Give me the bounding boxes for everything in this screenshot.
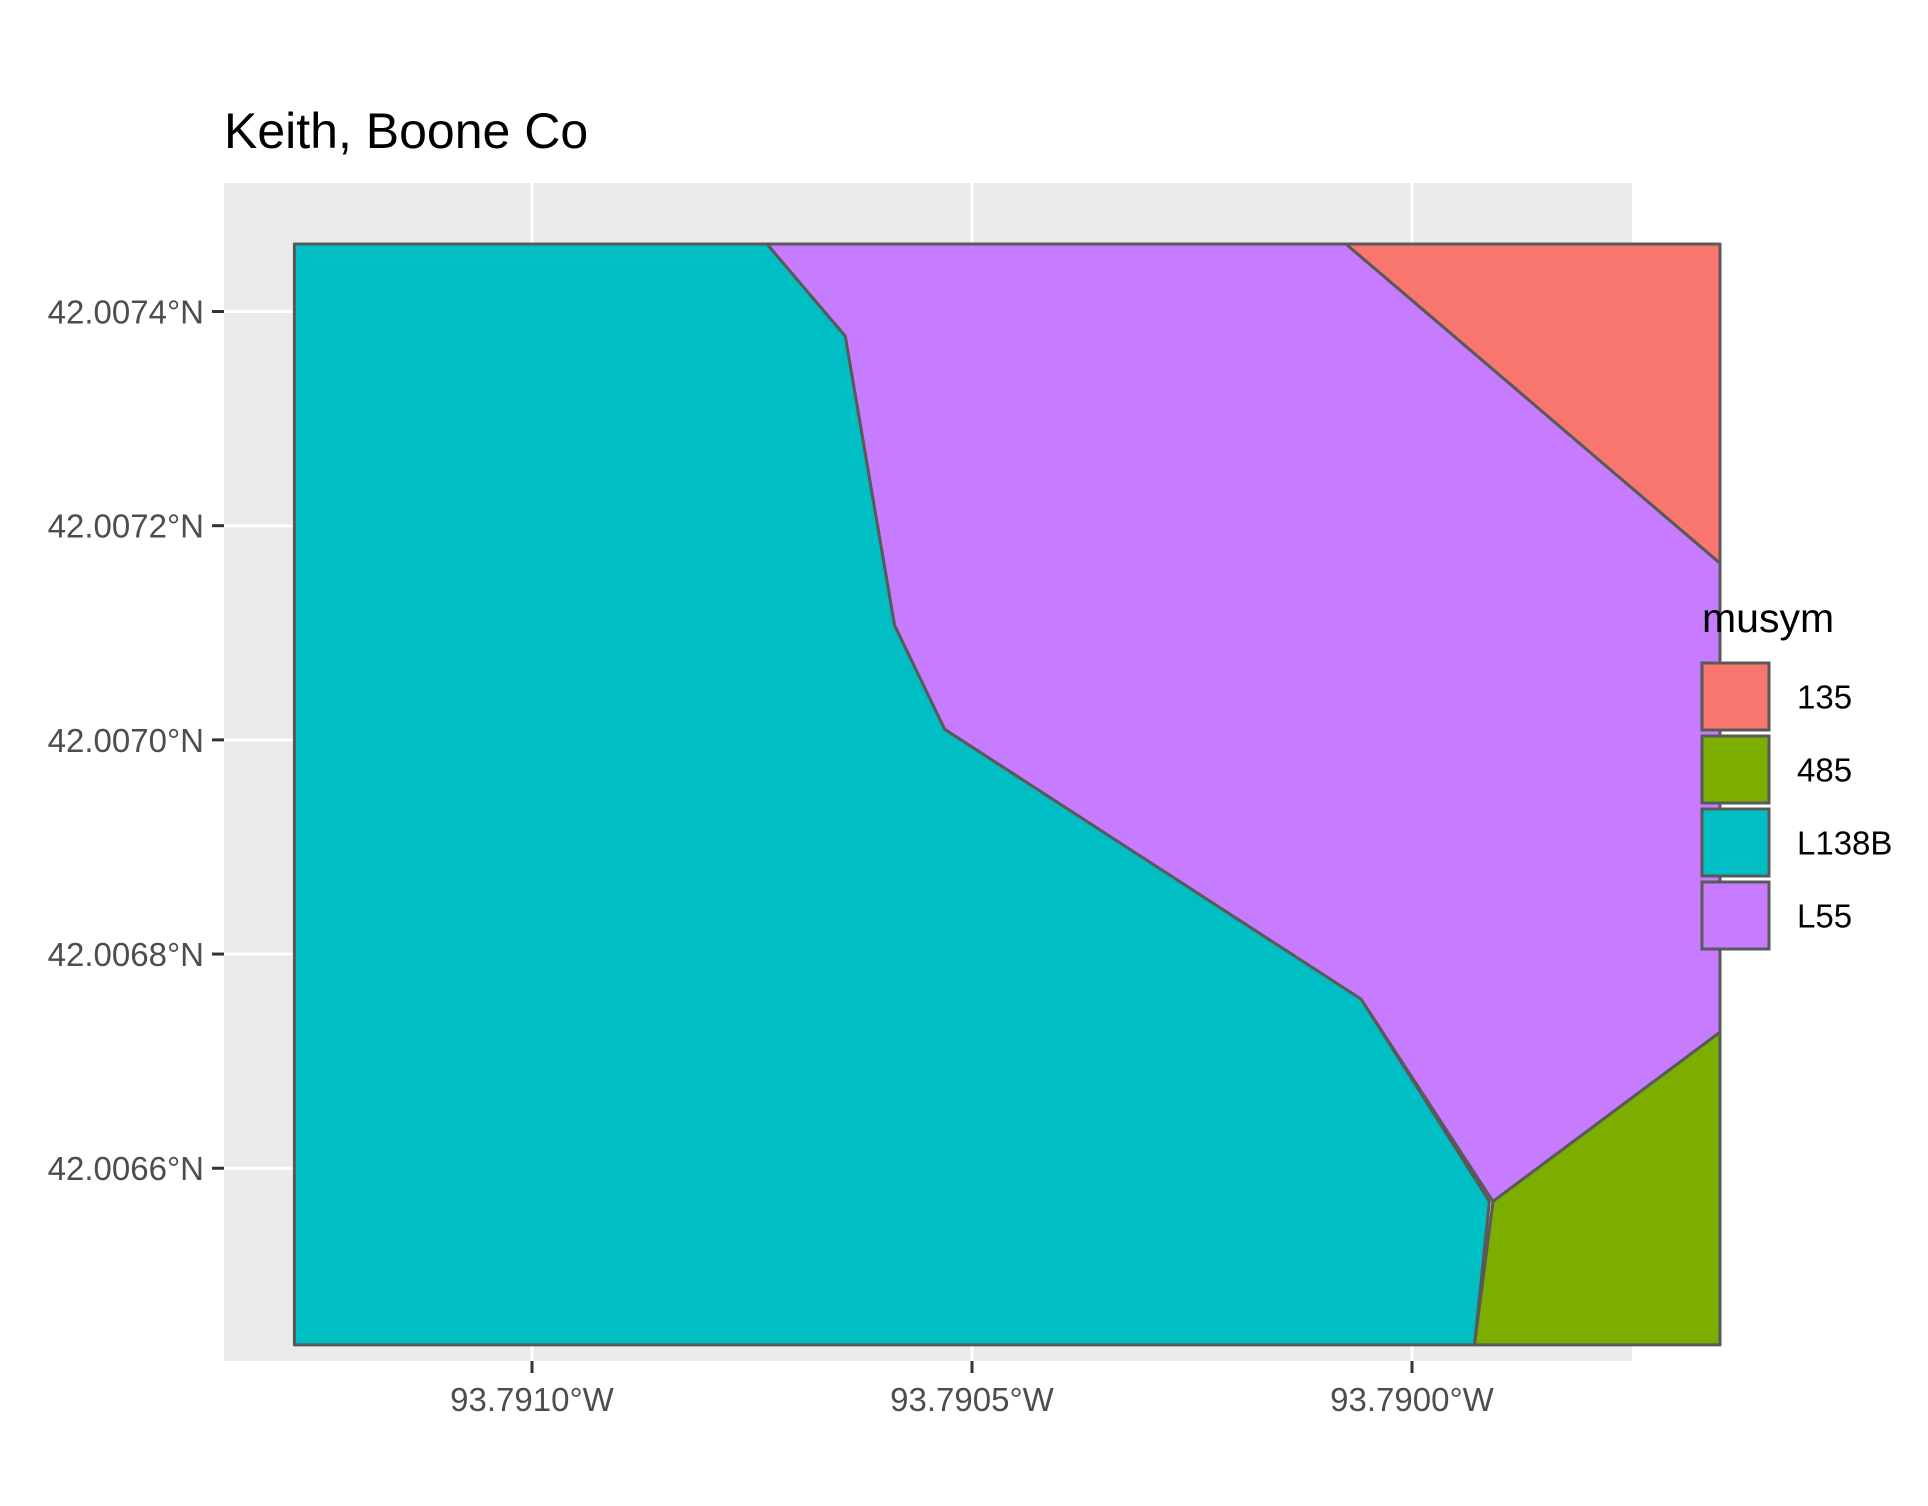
axes: 93.7910°W 93.7905°W 93.7900°W 42.0066°N 42.0… [48,294,1495,1418]
legend-label-135: 135 [1797,679,1852,716]
x-tick-label-1: 93.7905°W [890,1381,1054,1418]
legend: musym 135 485 L138B L55 [1700,595,1892,951]
legend-key-485 [1700,734,1771,805]
legend-label-l138b: L138B [1797,825,1892,862]
chart-title: Keith, Boone Co [224,103,588,159]
legend-label-l55: L55 [1797,898,1852,935]
polygon-485 [1473,1030,1722,1347]
legend-title: musym [1702,595,1834,641]
y-tick-label-2: 42.0070°N [48,722,204,759]
legend-key-l138b [1700,807,1771,878]
y-tick-label-4: 42.0074°N [48,294,204,331]
polygon-135 [1344,242,1722,565]
soil-polygons [292,242,1722,1347]
x-tick-label-2: 93.7900°W [1330,1381,1494,1418]
y-tick-label-1: 42.0068°N [48,936,204,973]
legend-label-485: 485 [1797,752,1852,789]
legend-key-135 [1700,661,1771,732]
x-tick-label-0: 93.7910°W [450,1381,614,1418]
legend-key-l55 [1700,880,1771,951]
y-tick-label-0: 42.0066°N [48,1150,204,1187]
y-tick-label-3: 42.0072°N [48,508,204,545]
